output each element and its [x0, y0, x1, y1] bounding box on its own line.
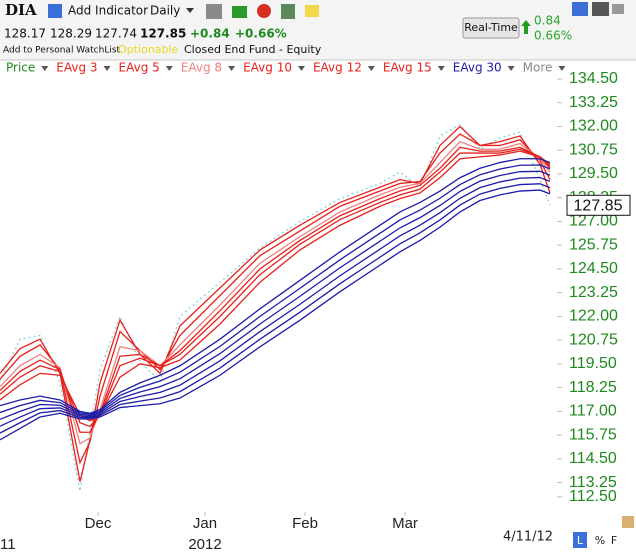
- series-line: [0, 146, 551, 433]
- legend-dropdown[interactable]: [297, 66, 305, 71]
- x-tick-label: Feb: [292, 515, 318, 532]
- up-arrow: [521, 20, 531, 34]
- series-line: [0, 140, 551, 445]
- legend-entry[interactable]: EAvg 8: [181, 61, 222, 75]
- year-label: 11: [0, 536, 16, 553]
- pencil-icon[interactable]: [622, 516, 634, 528]
- series-line: [0, 125, 551, 482]
- last-price: 127.85: [574, 198, 623, 215]
- log-label[interactable]: L: [577, 534, 584, 547]
- optionable: Optionable: [118, 43, 178, 56]
- symbol[interactable]: DIA: [5, 1, 37, 19]
- change: 0.84: [534, 14, 561, 28]
- legend-more[interactable]: More: [523, 61, 553, 75]
- legend-entry[interactable]: EAvg 10: [243, 61, 292, 75]
- legend-dropdown[interactable]: [103, 66, 111, 71]
- series-line: [0, 170, 551, 420]
- series-line: [0, 189, 551, 441]
- quote-open: 128.17: [4, 27, 46, 41]
- legend-dropdown[interactable]: [507, 66, 515, 71]
- series-line: [0, 148, 551, 428]
- period[interactable]: Daily: [150, 4, 180, 18]
- x-tick-label: Jan: [193, 515, 217, 532]
- y-tick-label: 124.50: [569, 260, 618, 277]
- y-tick-label: 115.75: [569, 426, 617, 443]
- menu-icon[interactable]: [612, 4, 624, 14]
- y-tick-label: 130.75: [569, 141, 618, 158]
- legend-dropdown[interactable]: [41, 66, 49, 71]
- year-label: 2012: [188, 536, 221, 553]
- y-tick-label: 113.25: [569, 474, 617, 491]
- change-pct: 0.66%: [534, 29, 572, 43]
- legend-dropdown[interactable]: [165, 66, 173, 71]
- legend-dropdown[interactable]: [228, 66, 236, 71]
- series-line: [0, 164, 551, 416]
- y-tick-label: 123.25: [569, 284, 618, 301]
- last-date: 4/11/12: [503, 530, 553, 545]
- legend-entry[interactable]: Price: [6, 61, 35, 75]
- quote-low: 127.74: [95, 27, 137, 41]
- legend-dropdown[interactable]: [558, 66, 566, 71]
- legend-entry[interactable]: EAvg 5: [119, 61, 160, 75]
- quote-high: 128.29: [50, 27, 92, 41]
- y-tick-label: 134.50: [569, 70, 618, 87]
- legend-dropdown[interactable]: [437, 66, 445, 71]
- legend-entry[interactable]: EAvg 12: [313, 61, 362, 75]
- y-tick-label: 112.50: [569, 488, 617, 505]
- x-tick-label: Dec: [85, 515, 112, 532]
- y-tick-label: 133.25: [569, 94, 618, 111]
- y-tick-label: 129.50: [569, 165, 618, 182]
- series-line: [0, 123, 551, 492]
- y-tick-label: 117.00: [569, 403, 617, 420]
- legend: Price EAvg 3 EAvg 5 EAvg 8 EAvg 10 EAvg 12 EAv…: [6, 61, 566, 75]
- pct-label[interactable]: %: [595, 534, 605, 547]
- legend-entry[interactable]: EAvg 3: [56, 61, 97, 75]
- legend-dropdown[interactable]: [367, 66, 375, 71]
- period-dropdown[interactable]: [186, 8, 194, 13]
- y-tick-label: 125.75: [569, 236, 618, 253]
- series-line: [0, 176, 551, 427]
- y-tick-label: 127.00: [569, 213, 618, 230]
- series-line: [0, 183, 551, 434]
- y-tick-label: 132.00: [569, 118, 618, 135]
- tv-icon[interactable]: [592, 2, 609, 16]
- s-icon[interactable]: [572, 2, 588, 16]
- tool-icon[interactable]: [206, 4, 222, 19]
- grid-icon[interactable]: [281, 4, 295, 19]
- legend-entry[interactable]: EAvg 15: [383, 61, 432, 75]
- legend-entry[interactable]: EAvg 30: [453, 61, 502, 75]
- realtime-label[interactable]: Real-Time: [464, 21, 518, 34]
- y-tick-label: 114.50: [569, 450, 617, 467]
- series-line: [0, 133, 551, 465]
- axes: 134.50133.25132.00130.75129.50128.25127.…: [0, 70, 631, 553]
- f-label[interactable]: F: [611, 534, 617, 547]
- quote-change-pct: +0.66%: [235, 27, 287, 41]
- y-tick-label: 120.75: [569, 331, 618, 348]
- plot: [0, 123, 551, 492]
- alarm-icon[interactable]: [257, 4, 271, 18]
- watchlist-link[interactable]: Add to Personal WatchList: [3, 46, 121, 56]
- chart-icon[interactable]: [232, 6, 247, 18]
- realtime-button[interactable]: [462, 17, 520, 39]
- quote-last: 127.85: [140, 27, 186, 41]
- add-indicator[interactable]: Add Indicator: [68, 4, 148, 18]
- series-line: [0, 158, 551, 414]
- fund-type: Closed End Fund - Equity: [184, 43, 322, 56]
- y-tick-label: 119.50: [569, 355, 617, 372]
- series-line: [0, 150, 551, 422]
- y-tick-label: 122.00: [569, 308, 618, 325]
- last-price-box: [566, 194, 631, 216]
- log-button[interactable]: [573, 532, 587, 548]
- y-tick-label: 118.25: [569, 379, 617, 396]
- x-tick-label: Mar: [392, 515, 418, 532]
- note-icon[interactable]: [305, 5, 319, 17]
- quote-change: +0.84: [190, 27, 230, 41]
- indicator-icon[interactable]: [48, 4, 62, 18]
